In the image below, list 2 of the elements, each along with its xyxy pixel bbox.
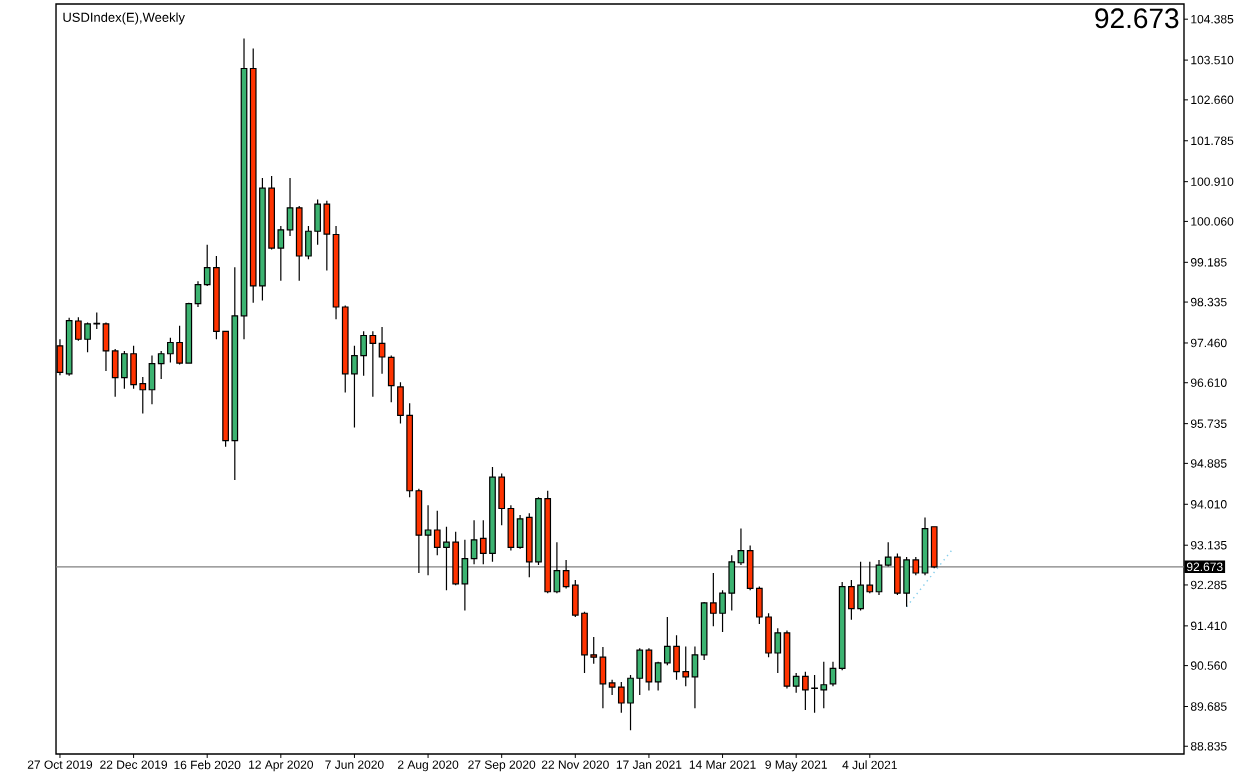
candlestick	[930, 525, 938, 569]
annotation: 92.673	[1095, 8, 1179, 29]
